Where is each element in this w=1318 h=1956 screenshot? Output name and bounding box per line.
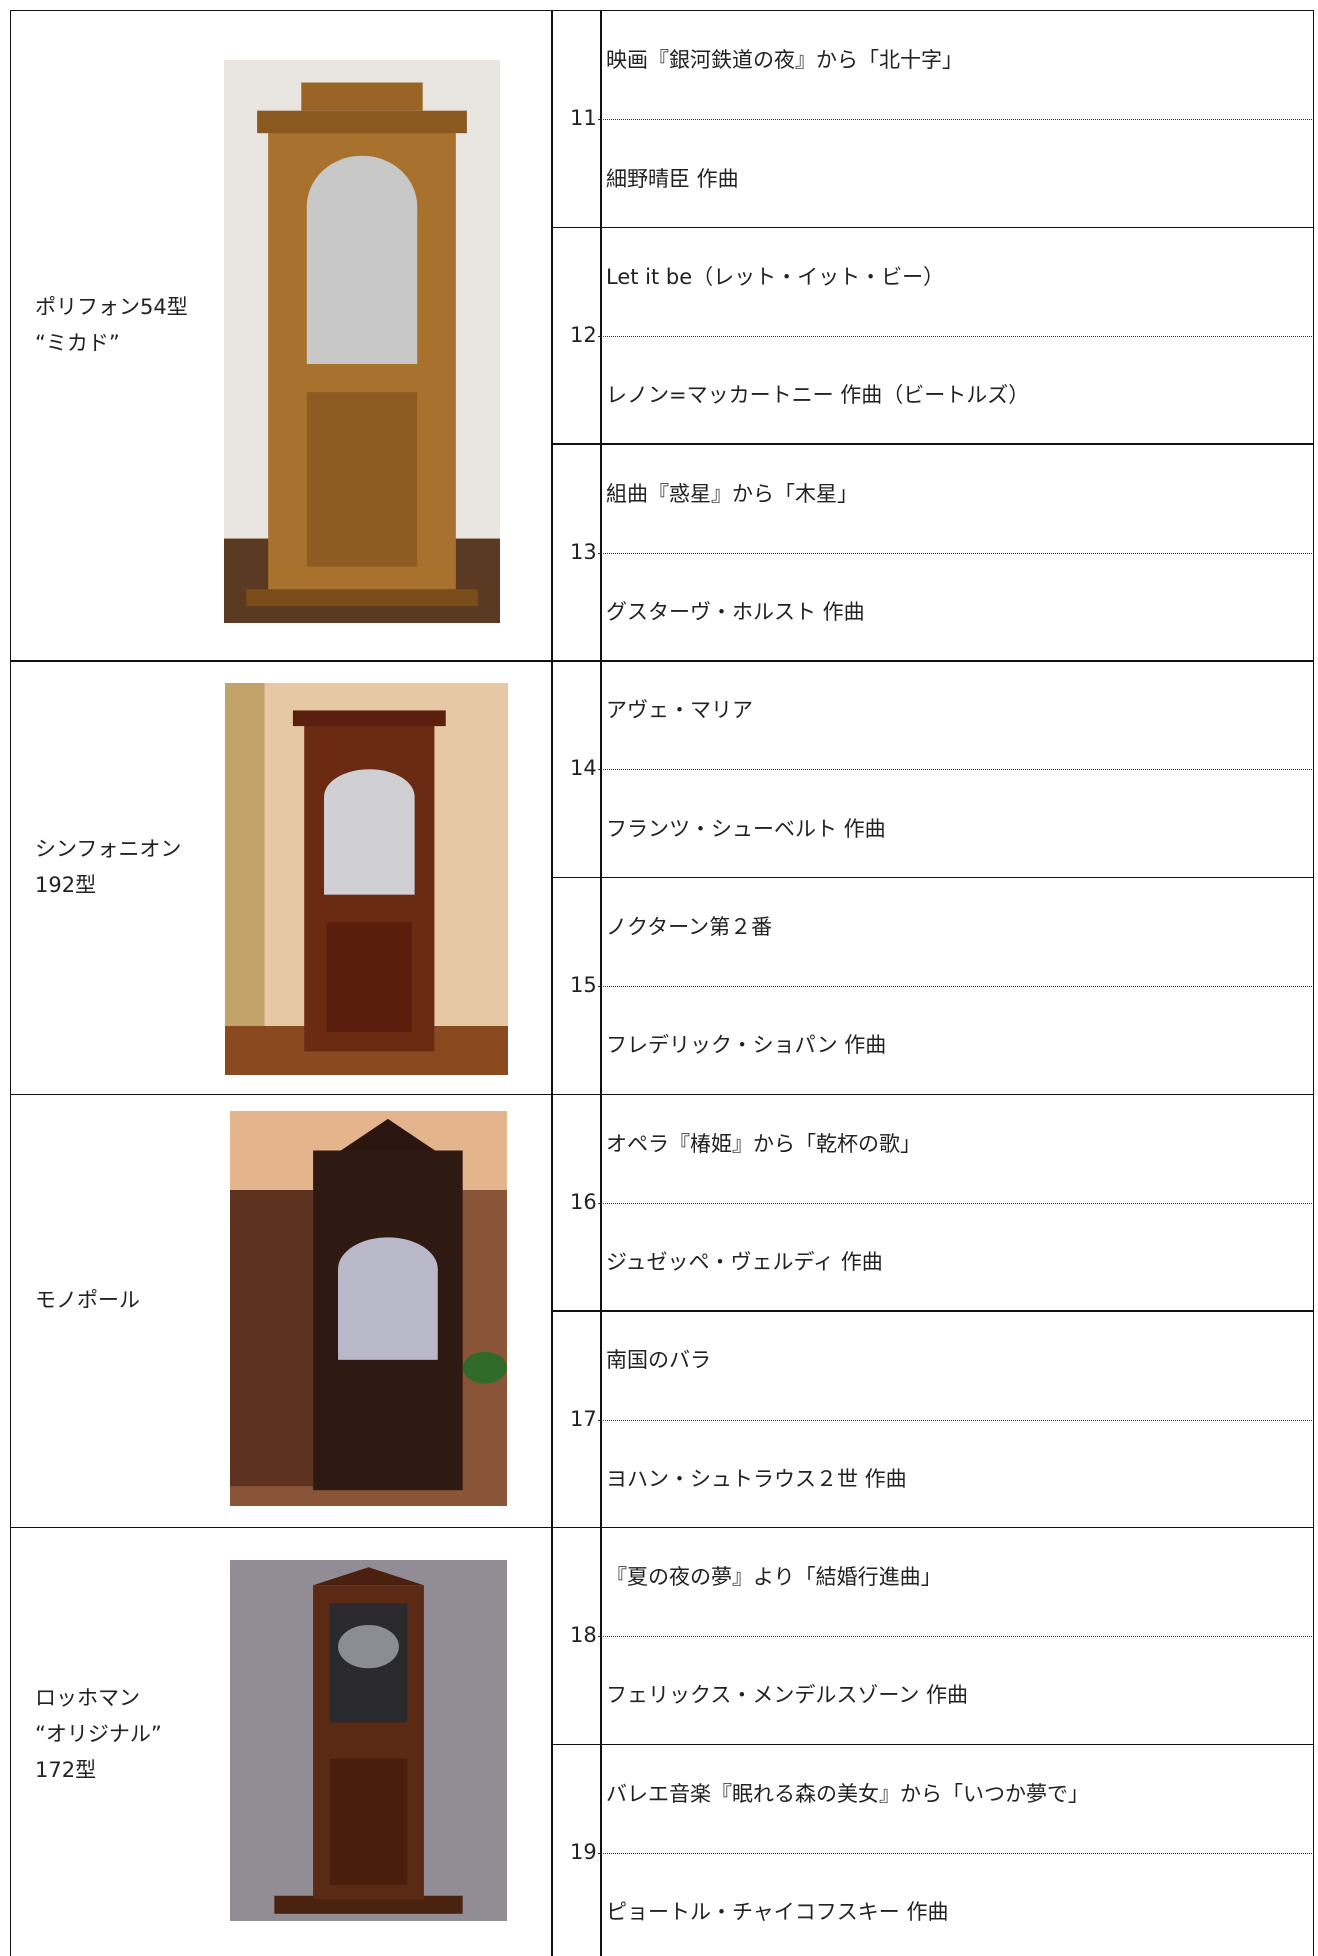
song-composer: ジュゼッペ・ヴェルディ 作曲 (606, 1250, 883, 1275)
song-title: アヴェ・マリア (606, 698, 753, 723)
separator (598, 336, 1314, 338)
song-number: 18 (570, 1623, 597, 1648)
instrument-name: ロッホマン (35, 1685, 140, 1710)
song-title: ノクターン第２番 (606, 914, 773, 939)
name-cell (10, 10, 553, 662)
song-number: 12 (570, 323, 597, 348)
separator (598, 769, 1314, 771)
song-composer: フェリックス・メンデルスゾーン 作曲 (606, 1683, 968, 1708)
instrument-name: ポリフォン54型 (35, 295, 188, 320)
instrument-name: “オリジナル” (35, 1721, 162, 1746)
song-number: 19 (570, 1839, 597, 1864)
song-composer: フレデリック・ショパン 作曲 (606, 1033, 887, 1058)
separator (598, 552, 1314, 554)
song-composer: グスターヴ・ホルスト 作曲 (606, 599, 865, 624)
song-composer: ヨハン・シュトラウス２世 作曲 (606, 1466, 907, 1491)
song-composer: レノン=マッカートニー 作曲（ビートルズ） (606, 383, 1030, 408)
song-composer: 細野晴臣 作曲 (606, 166, 739, 191)
song-number: 11 (570, 106, 597, 131)
song-title: Let it be（レット・イット・ビー） (606, 264, 945, 289)
instrument-name: シンフォニオン (35, 836, 182, 861)
separator (598, 1419, 1314, 1421)
song-title: 南国のバラ (606, 1348, 711, 1373)
music-box-photo (230, 1560, 507, 1921)
song-title: バレエ音楽『眠れる森の美女』から「いつか夢で」 (606, 1781, 1089, 1806)
instrument-name: “ミカド” (35, 331, 120, 356)
song-cell (600, 1743, 1314, 1956)
music-box-photo (224, 60, 500, 623)
instrument-name: 192型 (35, 872, 97, 897)
song-number: 13 (570, 539, 597, 564)
separator (598, 119, 1314, 121)
instrument-name: 172型 (35, 1757, 97, 1782)
song-composer: フランツ・シューベルト 作曲 (606, 816, 886, 841)
separator (598, 1636, 1314, 1638)
song-composer: ピョートル・チャイコフスキー 作曲 (606, 1900, 949, 1925)
song-number: 16 (570, 1189, 597, 1214)
song-number: 17 (570, 1406, 597, 1431)
instrument-name: モノポール (35, 1288, 140, 1313)
music-box-photo (225, 683, 508, 1075)
separator (598, 986, 1314, 988)
separator (598, 1852, 1314, 1854)
song-title: 映画『銀河鉄道の夜』から「北十字」 (606, 48, 963, 73)
song-title: オペラ『椿姫』から「乾杯の歌」 (606, 1131, 921, 1156)
song-title: 『夏の夜の夢』より「結婚行進曲」 (606, 1565, 942, 1590)
song-number: 14 (570, 756, 597, 781)
song-number: 15 (570, 973, 597, 998)
song-title: 組曲『惑星』から「木星」 (606, 481, 858, 506)
separator (598, 1202, 1314, 1204)
music-box-photo (230, 1111, 507, 1506)
name-cell (10, 1526, 553, 1956)
number-cell (551, 1743, 602, 1956)
